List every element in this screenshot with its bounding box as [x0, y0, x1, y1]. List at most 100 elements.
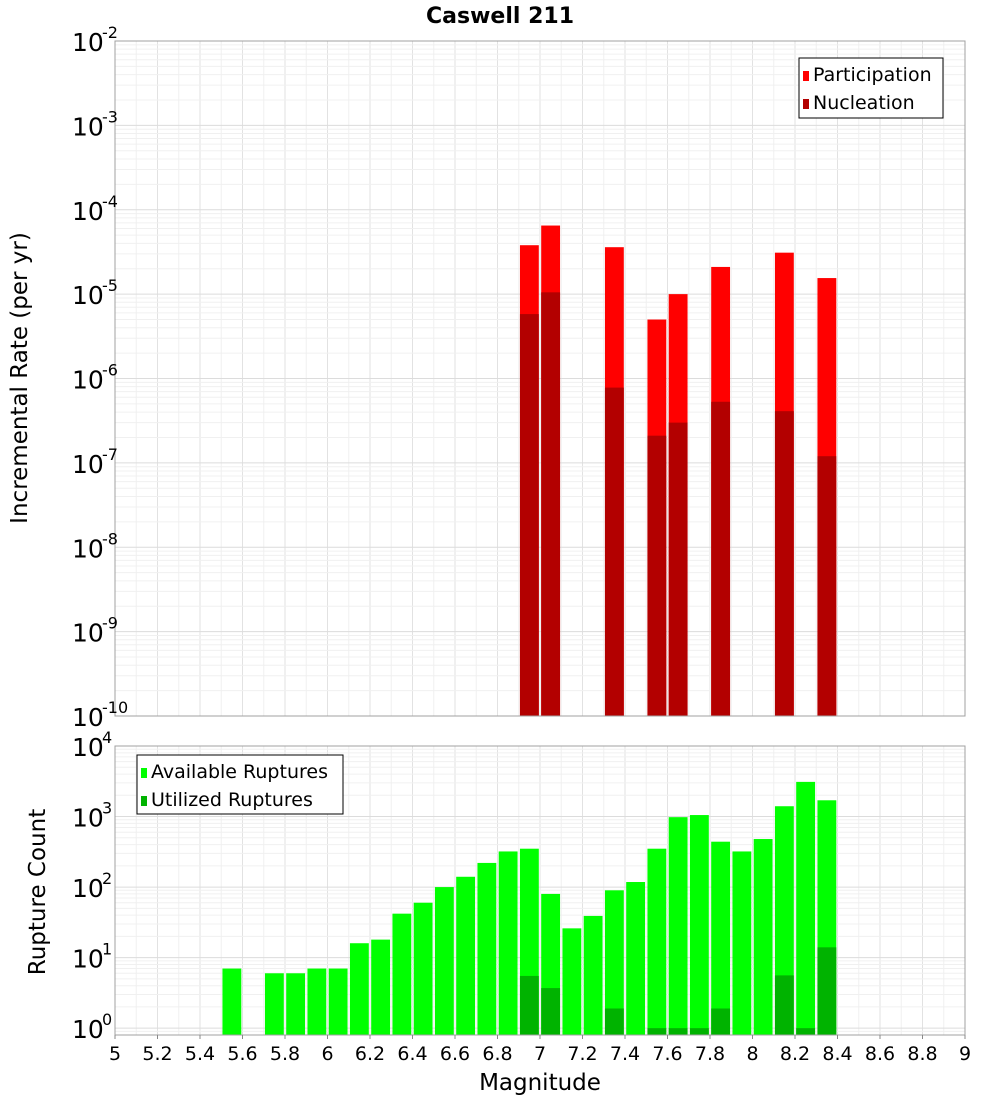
x-ticks: 5 5.2 5.4 5.6 5.8 6 6.2 6.4 6.6 6.8 7 7.2 7.4 7.6 7.8 8…	[109, 1035, 971, 1065]
legend-box	[798, 57, 944, 119]
legend-swatch	[141, 768, 147, 778]
bar-utilized-ruptures	[604, 1008, 624, 1035]
bottom-legend: Available Ruptures Utilized Ruptures	[136, 754, 344, 815]
top-grid	[114, 40, 966, 717]
x-tick-label: 8.2	[780, 1043, 810, 1065]
bar-nucleation	[711, 401, 731, 716]
legend-swatch	[803, 71, 809, 81]
bar-available-ruptures	[328, 968, 348, 1035]
bar-available-ruptures	[349, 943, 369, 1035]
top-y-axis-label: Incremental Rate (per yr)	[7, 232, 33, 524]
top-chart: 10-210-310-410-510-610-710-810-910-10 Ca…	[7, 4, 966, 732]
bar-available-ruptures	[668, 817, 688, 1035]
bar-available-ruptures	[456, 876, 476, 1035]
bar-available-ruptures	[647, 848, 667, 1035]
bottom-y-axis-label: Rupture Count	[25, 809, 51, 975]
top-bars	[519, 225, 837, 717]
y-tick-exponent: 0	[102, 1010, 112, 1029]
legend-swatch	[803, 99, 809, 109]
x-tick-label: 5.6	[227, 1043, 257, 1065]
bar-available-ruptures	[796, 781, 816, 1035]
bar-available-ruptures	[222, 968, 242, 1035]
top-y-ticks: 10-210-310-410-510-610-710-810-910-10	[72, 23, 128, 732]
bar-utilized-ruptures	[711, 1008, 731, 1035]
x-tick-label: 6.2	[355, 1043, 385, 1065]
x-tick-label: 7.2	[567, 1043, 597, 1065]
y-tick-label: 10	[72, 945, 104, 974]
y-tick-label: 10	[72, 703, 104, 732]
x-tick-label: 7	[534, 1043, 546, 1065]
y-tick-exponent: -10	[102, 698, 128, 717]
bottom-bars	[222, 781, 837, 1035]
y-tick-label: 10	[72, 733, 104, 762]
y-tick-label: 10	[72, 450, 104, 479]
y-tick-label: 10	[72, 1015, 104, 1044]
legend-label: Available Ruptures	[151, 761, 328, 783]
legend-swatch	[141, 796, 147, 806]
y-tick-label: 10	[72, 197, 104, 226]
x-tick-label: 8.4	[822, 1043, 852, 1065]
y-tick-exponent: 1	[102, 940, 112, 959]
x-axis-label: Magnitude	[479, 1070, 601, 1096]
bar-utilized-ruptures	[668, 1028, 688, 1035]
x-tick-label: 8.6	[865, 1043, 895, 1065]
bar-available-ruptures	[264, 973, 284, 1035]
bar-available-ruptures	[583, 915, 603, 1035]
y-tick-label: 10	[72, 281, 104, 310]
bar-utilized-ruptures	[647, 1028, 667, 1035]
y-tick-exponent: -7	[102, 445, 118, 464]
legend-label: Participation	[813, 64, 932, 86]
bar-available-ruptures	[604, 890, 624, 1035]
bar-available-ruptures	[626, 882, 646, 1035]
bar-available-ruptures	[689, 815, 709, 1035]
x-tick-label: 5.2	[142, 1043, 172, 1065]
bar-utilized-ruptures	[774, 975, 794, 1035]
y-tick-label: 10	[72, 804, 104, 833]
bar-available-ruptures	[307, 968, 327, 1035]
bar-utilized-ruptures	[796, 1028, 816, 1035]
bar-available-ruptures	[371, 939, 391, 1035]
bar-available-ruptures	[732, 851, 752, 1035]
bar-nucleation	[774, 411, 794, 716]
y-tick-exponent: -2	[102, 23, 118, 42]
top-legend: Participation Nucleation	[798, 57, 944, 119]
bar-nucleation	[541, 292, 561, 716]
x-tick-label: 5.4	[185, 1043, 215, 1065]
y-tick-exponent: -9	[102, 614, 118, 633]
bar-available-ruptures	[562, 928, 582, 1035]
y-tick-exponent: -6	[102, 361, 118, 380]
chart-title: Caswell 211	[426, 4, 574, 29]
y-tick-label: 10	[72, 874, 104, 903]
x-tick-label: 6	[321, 1043, 333, 1065]
bar-available-ruptures	[392, 913, 412, 1035]
bar-utilized-ruptures	[689, 1028, 709, 1035]
x-tick-label: 7.6	[652, 1043, 682, 1065]
y-tick-exponent: -8	[102, 529, 118, 548]
x-tick-label: 8.8	[907, 1043, 937, 1065]
x-tick-label: 6.4	[397, 1043, 427, 1065]
y-tick-label: 10	[72, 534, 104, 563]
y-tick-label: 10	[72, 366, 104, 395]
bar-utilized-ruptures	[519, 975, 539, 1035]
y-tick-label: 10	[72, 112, 104, 141]
bar-nucleation	[647, 435, 667, 716]
bar-nucleation	[668, 422, 688, 716]
bar-available-ruptures	[434, 887, 454, 1035]
bar-nucleation	[604, 387, 624, 716]
bar-available-ruptures	[477, 862, 497, 1035]
x-tick-label: 7.8	[695, 1043, 725, 1065]
y-tick-label: 10	[72, 28, 104, 57]
bar-available-ruptures	[753, 839, 773, 1035]
bar-available-ruptures	[498, 851, 518, 1035]
x-tick-label: 7.4	[610, 1043, 640, 1065]
y-tick-exponent: -4	[102, 192, 118, 211]
x-tick-label: 5.8	[270, 1043, 300, 1065]
bar-available-ruptures	[286, 973, 306, 1035]
y-tick-exponent: 2	[102, 869, 112, 888]
x-tick-label: 5	[109, 1043, 121, 1065]
y-tick-label: 10	[72, 619, 104, 648]
bar-available-ruptures	[711, 841, 731, 1035]
